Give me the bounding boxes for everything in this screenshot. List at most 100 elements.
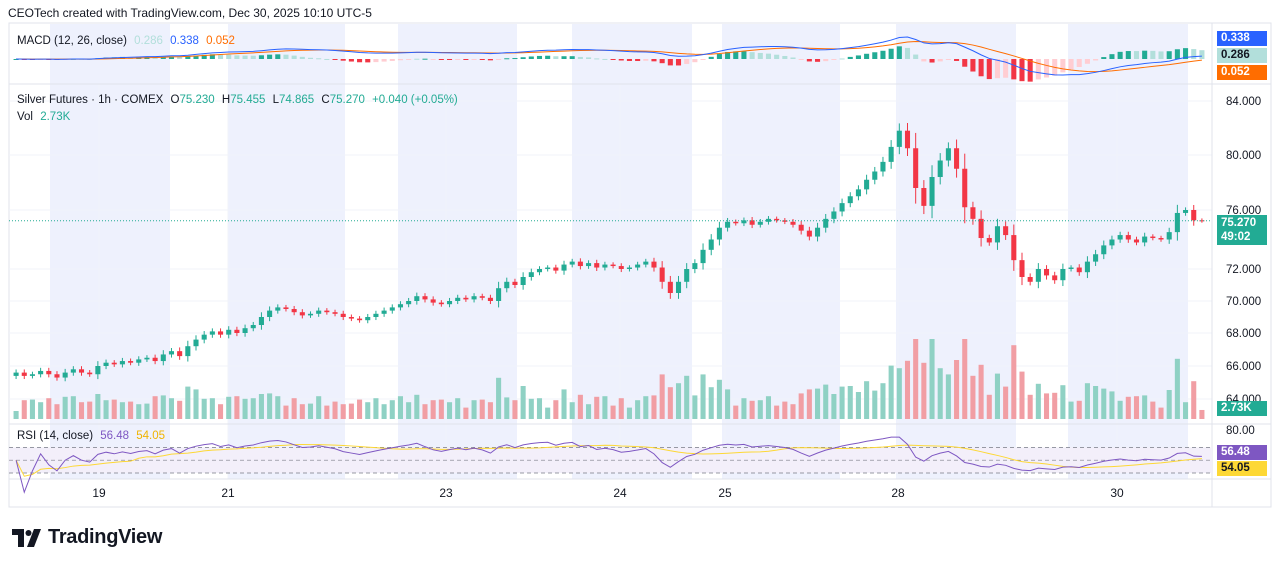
candle-body — [986, 238, 992, 243]
price-legend[interactable]: Silver Futures · 1h · COMEX O75.230 H75.… — [17, 94, 458, 106]
macd-hist-bar-101 — [839, 58, 845, 60]
candle-135 — [1117, 231, 1123, 243]
volume-bar-22 — [193, 389, 199, 419]
candle-body — [708, 239, 714, 250]
volume-bar-46 — [389, 400, 395, 419]
volume-bar-81 — [675, 383, 682, 419]
macd-hist-bar-29 — [250, 55, 256, 59]
candle-body — [111, 362, 117, 365]
candle-body — [87, 372, 93, 375]
candle-body — [561, 264, 567, 271]
volume-bar-34 — [291, 398, 297, 419]
volume-bar-12 — [111, 399, 117, 419]
volume-bar-59 — [496, 377, 502, 419]
macd-hist-bar-99 — [823, 59, 829, 62]
candle-7 — [70, 366, 76, 376]
rsi-ma-badge: 54.05 — [1217, 461, 1267, 476]
macd-hist-bar-87 — [725, 51, 731, 59]
volume-bar-8 — [78, 402, 85, 419]
macd-hist-bar-91 — [757, 52, 763, 59]
macd-hist-bar-31 — [267, 54, 273, 59]
candle-body — [275, 307, 281, 311]
candle-69 — [577, 258, 583, 270]
tradingview-logo-text: TradingView — [48, 526, 163, 548]
volume-bar-28 — [242, 398, 248, 419]
volume-bar-62 — [520, 386, 526, 419]
volume-bar-127 — [1052, 392, 1058, 419]
tradingview-logo[interactable]: TradingView — [12, 526, 162, 549]
volume-bar-55 — [463, 407, 469, 419]
candle-34 — [291, 305, 297, 316]
candle-144 — [1191, 204, 1197, 226]
macd-hist-bar-106 — [880, 50, 886, 59]
candle-127 — [1052, 271, 1058, 284]
volume-bar-67 — [561, 389, 567, 419]
volume-bar-125 — [1035, 383, 1041, 419]
macd-hist-bar-19 — [168, 56, 175, 59]
candle-body — [684, 269, 690, 282]
candle-body — [594, 263, 600, 268]
macd-hist-bar-82 — [684, 59, 690, 64]
volume-bar-94 — [782, 401, 788, 419]
candle-body — [1027, 277, 1033, 282]
candle-body — [790, 221, 796, 225]
macd-legend-macd: 0.338 — [170, 35, 199, 47]
macd-badge: 0.338 — [1217, 31, 1267, 46]
volume-bar-71 — [594, 396, 600, 419]
volume-bar-18 — [160, 395, 166, 419]
macd-hist-bar-72 — [602, 58, 608, 60]
rsi-legend[interactable]: RSI (14, close) 56.48 54.05 — [17, 430, 169, 442]
candle-77 — [643, 258, 649, 268]
volume-bar-16 — [144, 403, 150, 419]
macd-legend[interactable]: MACD (12, 26, close) 0.286 0.338 0.052 — [17, 35, 239, 47]
candle-10 — [95, 361, 101, 380]
volume-bar-19 — [168, 398, 175, 419]
time-tick-6: 30 — [1110, 486, 1124, 500]
volume-bar-136 — [1125, 396, 1131, 419]
candle-body — [872, 171, 878, 180]
price-tick-2: 76.000 — [1226, 205, 1261, 217]
macd-hist-bar-43 — [365, 59, 371, 63]
volume-legend[interactable]: Vol 2.73K — [17, 111, 74, 123]
candle-67 — [561, 260, 567, 275]
volume-bar-117 — [970, 375, 976, 419]
volume-bar-6 — [62, 396, 68, 419]
macd-hist-bar-39 — [332, 59, 338, 60]
volume-bar-91 — [757, 400, 763, 419]
volume-bar-4 — [46, 398, 52, 419]
macd-hist-bar-93 — [774, 54, 780, 59]
volume-bar-90 — [749, 400, 755, 419]
candle-body — [185, 346, 191, 357]
macd-hist-bar-90 — [749, 52, 755, 59]
candle-body — [545, 267, 551, 269]
volume-bar-133 — [1101, 388, 1107, 419]
candle-body — [864, 179, 870, 190]
macd-hist-bar-116 — [962, 59, 968, 67]
volume-legend-value: 2.73K — [40, 111, 71, 123]
candle-body — [496, 288, 502, 301]
volume-bar-13 — [119, 402, 125, 419]
candle-body — [54, 374, 60, 378]
rsi-pane — [9, 436, 1212, 494]
candle-body — [1191, 210, 1197, 221]
macd-hist-bar-86 — [716, 54, 722, 59]
candle-body — [651, 261, 657, 268]
macd-hist-bar-104 — [864, 53, 870, 59]
volume-bar-82 — [684, 375, 690, 419]
macd-lines — [16, 36, 1202, 76]
volume-bar-7 — [70, 396, 76, 419]
candle-107 — [888, 140, 894, 169]
rsi-legend-value: 56.48 — [100, 430, 130, 442]
macd-hist-bar-44 — [373, 59, 379, 63]
macd-hist-bar-95 — [790, 57, 796, 59]
candle-116 — [962, 153, 968, 224]
candle-98 — [815, 222, 821, 242]
macd-hist-bar-65 — [545, 55, 551, 59]
macd-hist-bar-132 — [1093, 59, 1099, 61]
volume-bar-138 — [1142, 395, 1148, 419]
candle-120 — [994, 218, 1000, 250]
volume-bar-130 — [1076, 400, 1082, 419]
candle-body — [798, 224, 804, 231]
candle-body — [675, 281, 682, 293]
